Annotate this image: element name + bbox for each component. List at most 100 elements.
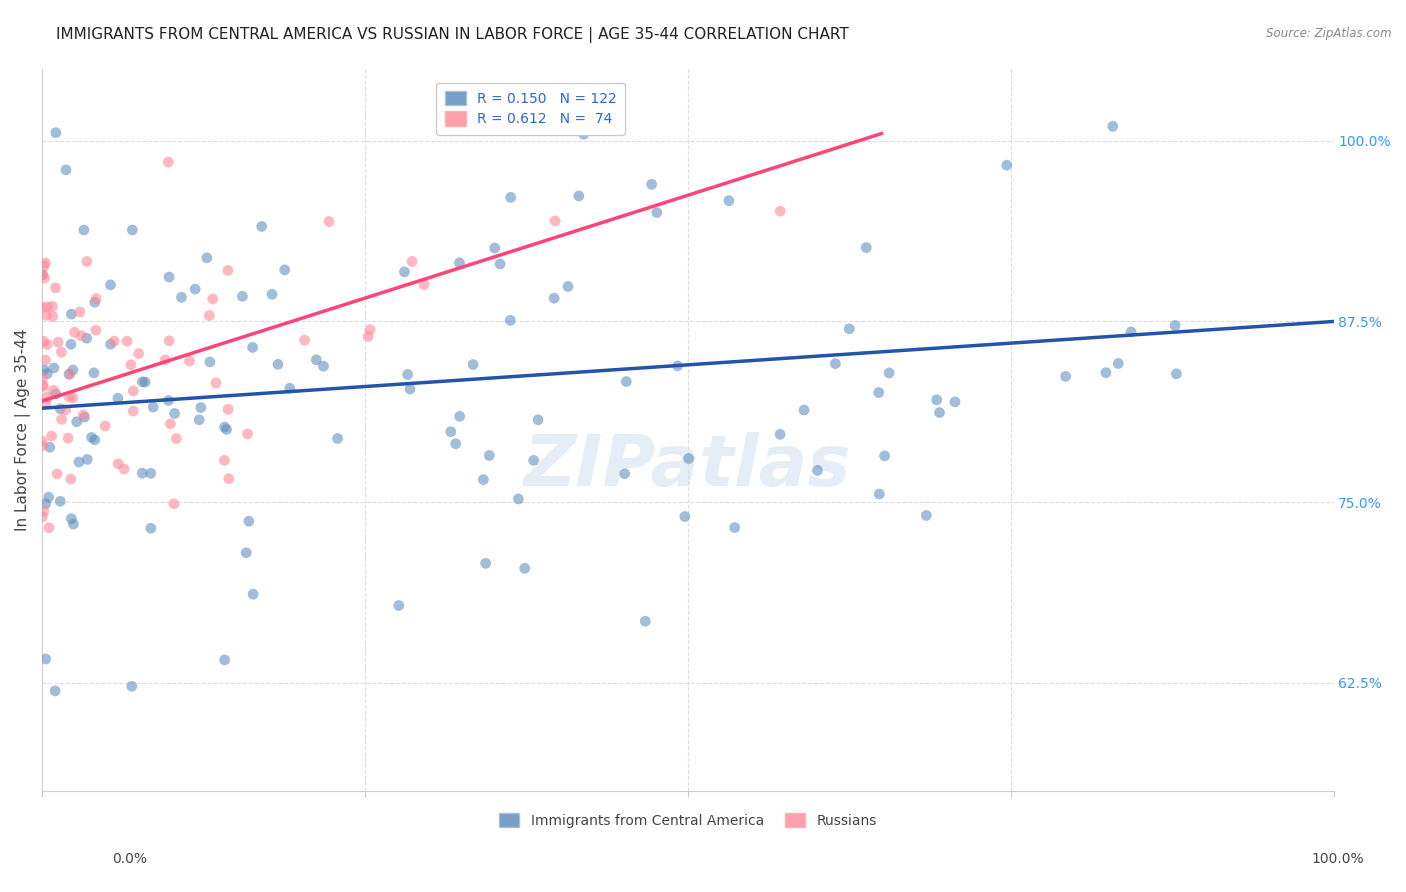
Point xyxy=(214,653,236,667)
Point xyxy=(877,366,900,380)
Point xyxy=(63,326,86,340)
Point xyxy=(44,684,66,698)
Point xyxy=(55,162,77,177)
Point xyxy=(94,419,117,434)
Point xyxy=(806,463,828,477)
Point xyxy=(31,300,53,314)
Point xyxy=(915,508,938,523)
Point xyxy=(38,521,60,535)
Point xyxy=(134,375,156,389)
Point xyxy=(122,404,145,418)
Point xyxy=(508,491,530,506)
Point xyxy=(449,409,471,424)
Point xyxy=(34,353,56,368)
Point xyxy=(34,497,56,511)
Point xyxy=(32,363,55,377)
Point xyxy=(49,401,72,416)
Text: 0.0%: 0.0% xyxy=(112,852,148,866)
Point xyxy=(100,277,122,292)
Point xyxy=(163,407,186,421)
Point xyxy=(42,384,65,398)
Point xyxy=(242,587,264,601)
Point xyxy=(523,453,546,467)
Point xyxy=(60,307,83,321)
Point xyxy=(793,403,815,417)
Point xyxy=(41,429,63,443)
Point xyxy=(557,279,579,293)
Point xyxy=(198,355,221,369)
Point xyxy=(399,382,422,396)
Point xyxy=(855,241,877,255)
Point xyxy=(312,359,335,374)
Point xyxy=(83,366,105,380)
Point xyxy=(673,509,696,524)
Y-axis label: In Labor Force | Age 35-44: In Labor Force | Age 35-44 xyxy=(15,329,31,531)
Point xyxy=(868,487,890,501)
Point xyxy=(678,451,700,466)
Point xyxy=(159,417,181,431)
Point xyxy=(634,614,657,628)
Point xyxy=(107,457,129,471)
Point xyxy=(190,401,212,415)
Point xyxy=(31,434,53,448)
Point xyxy=(527,413,550,427)
Point xyxy=(73,410,96,425)
Point xyxy=(35,396,58,410)
Point xyxy=(1107,357,1129,371)
Point xyxy=(201,292,224,306)
Point xyxy=(572,127,595,141)
Point xyxy=(868,385,890,400)
Point xyxy=(396,368,419,382)
Point xyxy=(195,251,218,265)
Point xyxy=(838,322,860,336)
Point xyxy=(645,205,668,219)
Point xyxy=(359,323,381,337)
Point xyxy=(478,449,501,463)
Point xyxy=(69,305,91,319)
Point xyxy=(568,189,591,203)
Point xyxy=(188,413,211,427)
Point xyxy=(84,292,107,306)
Point xyxy=(449,256,471,270)
Point xyxy=(58,390,80,404)
Point xyxy=(107,391,129,405)
Point xyxy=(49,494,72,508)
Point xyxy=(440,425,463,439)
Point xyxy=(444,436,467,450)
Point xyxy=(60,511,83,525)
Point xyxy=(32,504,55,518)
Point xyxy=(401,254,423,268)
Point xyxy=(35,308,58,322)
Point xyxy=(217,263,239,277)
Point xyxy=(103,334,125,348)
Point xyxy=(769,204,792,219)
Point xyxy=(112,462,135,476)
Point xyxy=(128,346,150,360)
Point xyxy=(217,402,239,417)
Point xyxy=(66,415,89,429)
Point xyxy=(357,329,380,343)
Point xyxy=(121,679,143,693)
Point xyxy=(163,497,186,511)
Point xyxy=(41,299,63,313)
Point xyxy=(943,395,966,409)
Point xyxy=(305,352,328,367)
Point xyxy=(59,472,82,486)
Point xyxy=(472,473,495,487)
Point xyxy=(67,455,90,469)
Point xyxy=(56,431,79,445)
Point xyxy=(139,521,162,535)
Point xyxy=(31,268,53,282)
Point xyxy=(142,400,165,414)
Legend: Immigrants from Central America, Russians: Immigrants from Central America, Russian… xyxy=(492,806,884,835)
Point xyxy=(32,379,55,393)
Point xyxy=(76,452,98,467)
Point xyxy=(1101,120,1123,134)
Point xyxy=(267,357,290,371)
Point xyxy=(273,263,295,277)
Point xyxy=(131,375,153,389)
Text: IMMIGRANTS FROM CENTRAL AMERICA VS RUSSIAN IN LABOR FORCE | AGE 35-44 CORRELATIO: IMMIGRANTS FROM CENTRAL AMERICA VS RUSSI… xyxy=(56,27,849,43)
Point xyxy=(38,490,60,504)
Point xyxy=(38,440,60,454)
Point xyxy=(139,467,162,481)
